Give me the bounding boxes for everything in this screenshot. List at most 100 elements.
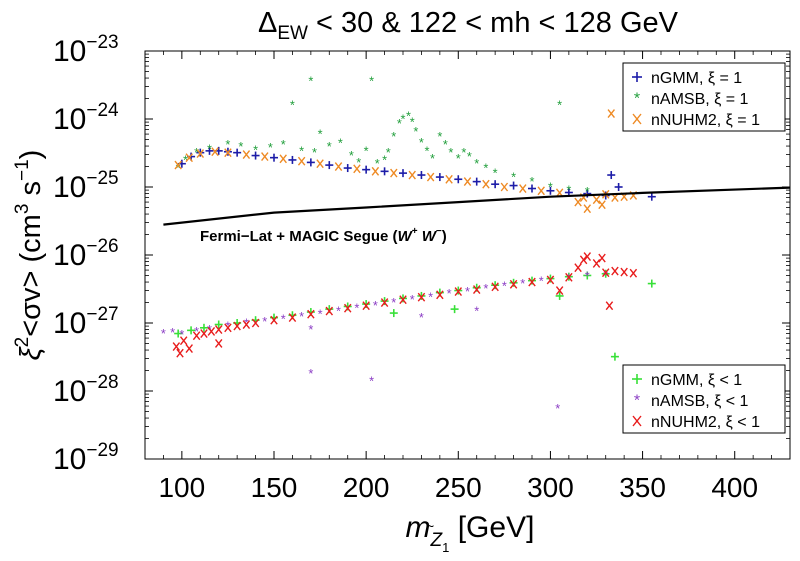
data-point xyxy=(519,184,527,193)
y-tick-exponent: −24 xyxy=(86,100,119,121)
y-tick-exponent: −26 xyxy=(86,236,118,257)
data-point-d2 xyxy=(380,298,389,307)
data-point xyxy=(343,164,352,173)
data-point xyxy=(334,162,343,171)
data-point: * xyxy=(443,137,448,152)
ylabel-cm-sup: 3 xyxy=(12,204,33,215)
data-point xyxy=(200,329,208,338)
data-point xyxy=(270,315,278,325)
data-point-d2 xyxy=(546,275,555,285)
data-point xyxy=(579,255,588,265)
series-1: ** * * * * * * * * * * ** **** ***** ********* * * * * * * * *… xyxy=(176,74,590,200)
data-point xyxy=(233,321,241,331)
legend-marker xyxy=(632,415,642,427)
ylabel-close: ) xyxy=(15,150,47,160)
data-point-d2 xyxy=(353,164,361,174)
data-point: * xyxy=(225,319,230,334)
constraint-label-plus: + xyxy=(412,226,418,237)
series-4: ******************************** xyxy=(161,268,608,416)
data-point-d2 xyxy=(325,306,334,316)
data-point-d2 xyxy=(211,147,219,157)
data-point xyxy=(426,172,435,182)
y-tick-base: 10 xyxy=(53,35,86,68)
title-rest: < 30 & 122 < mh < 128 GeV xyxy=(308,7,679,39)
data-point xyxy=(279,154,287,164)
data-point xyxy=(472,177,481,186)
ylabel-sigv: <σv> (cm xyxy=(15,214,47,337)
data-point xyxy=(598,200,606,210)
data-point xyxy=(546,186,555,195)
data-point xyxy=(390,168,398,178)
data-point: * xyxy=(327,139,332,154)
data-point: * xyxy=(424,143,429,158)
data-point: * xyxy=(299,309,304,324)
data-point: * xyxy=(419,310,424,325)
data-point: * xyxy=(502,278,507,293)
data-point-d2 xyxy=(214,339,223,348)
data-point-d2 xyxy=(179,336,188,346)
data-point-d2 xyxy=(426,172,435,182)
y-tick-label: 10−23 xyxy=(53,32,119,68)
data-point-d2 xyxy=(251,318,260,328)
legend-marker: * xyxy=(634,393,640,410)
y-tick-base: 10 xyxy=(53,307,86,340)
data-point-d2 xyxy=(334,162,343,171)
data-point: * xyxy=(520,276,525,291)
data-point-d2 xyxy=(592,259,601,268)
data-point xyxy=(353,164,361,174)
data-point-d2 xyxy=(224,148,232,158)
x-tick-label: 200 xyxy=(343,472,390,503)
data-point xyxy=(270,153,278,162)
y-tick-base: 10 xyxy=(53,171,86,204)
y-tick-exponent: −23 xyxy=(86,32,118,53)
data-point-d2 xyxy=(242,320,251,329)
data-point: * xyxy=(467,149,472,164)
data-point xyxy=(583,204,592,214)
data-point xyxy=(199,323,208,332)
y-tick-exponent: −28 xyxy=(86,372,118,393)
data-point xyxy=(380,298,389,307)
data-point-d2 xyxy=(574,197,582,207)
data-point-d2 xyxy=(279,154,287,164)
data-point: * xyxy=(474,303,479,318)
data-point xyxy=(592,259,601,268)
data-point: * xyxy=(268,140,273,155)
data-point-d2 xyxy=(482,179,490,189)
data-point: * xyxy=(290,98,295,113)
data-point-d2 xyxy=(185,153,193,163)
data-point: * xyxy=(183,152,188,167)
legend-marker-d2 xyxy=(632,415,642,427)
data-point: * xyxy=(391,295,396,310)
data-point: * xyxy=(430,151,435,166)
legend-box xyxy=(622,364,786,434)
data-point-d2 xyxy=(176,348,184,358)
legend-label: nAMSB, ξ < 1 xyxy=(651,393,749,410)
data-point xyxy=(211,147,219,157)
data-point: * xyxy=(262,314,267,329)
data-point xyxy=(565,272,573,282)
data-point xyxy=(306,158,315,167)
data-point xyxy=(380,297,389,306)
data-point: * xyxy=(225,137,230,152)
series-2 xyxy=(174,109,638,214)
title-delta-sub: EW xyxy=(277,23,308,44)
x-tick-label: 100 xyxy=(158,472,205,503)
data-point xyxy=(583,252,592,261)
data-point: * xyxy=(483,160,488,175)
data-point xyxy=(509,278,518,287)
data-point xyxy=(436,290,444,300)
data-point: * xyxy=(474,156,479,171)
data-point-d2 xyxy=(629,268,638,278)
data-point: * xyxy=(437,129,442,144)
data-point-d2 xyxy=(583,252,592,261)
constraint-label-w: W xyxy=(398,228,414,245)
legend-box xyxy=(622,62,786,132)
legend-label: nGMM, ξ = 1 xyxy=(651,70,742,87)
legend-upper: nGMM, ξ = 1 * nAMSB, ξ = 1 nNUHM2, ξ = 1 xyxy=(622,62,786,132)
data-point-d2 xyxy=(555,286,564,295)
y-tick-label: 10−25 xyxy=(53,168,119,204)
y-tick-label: 10−27 xyxy=(53,304,119,340)
data-point xyxy=(435,173,444,182)
data-point xyxy=(179,336,188,346)
data-point-d2 xyxy=(601,268,610,278)
